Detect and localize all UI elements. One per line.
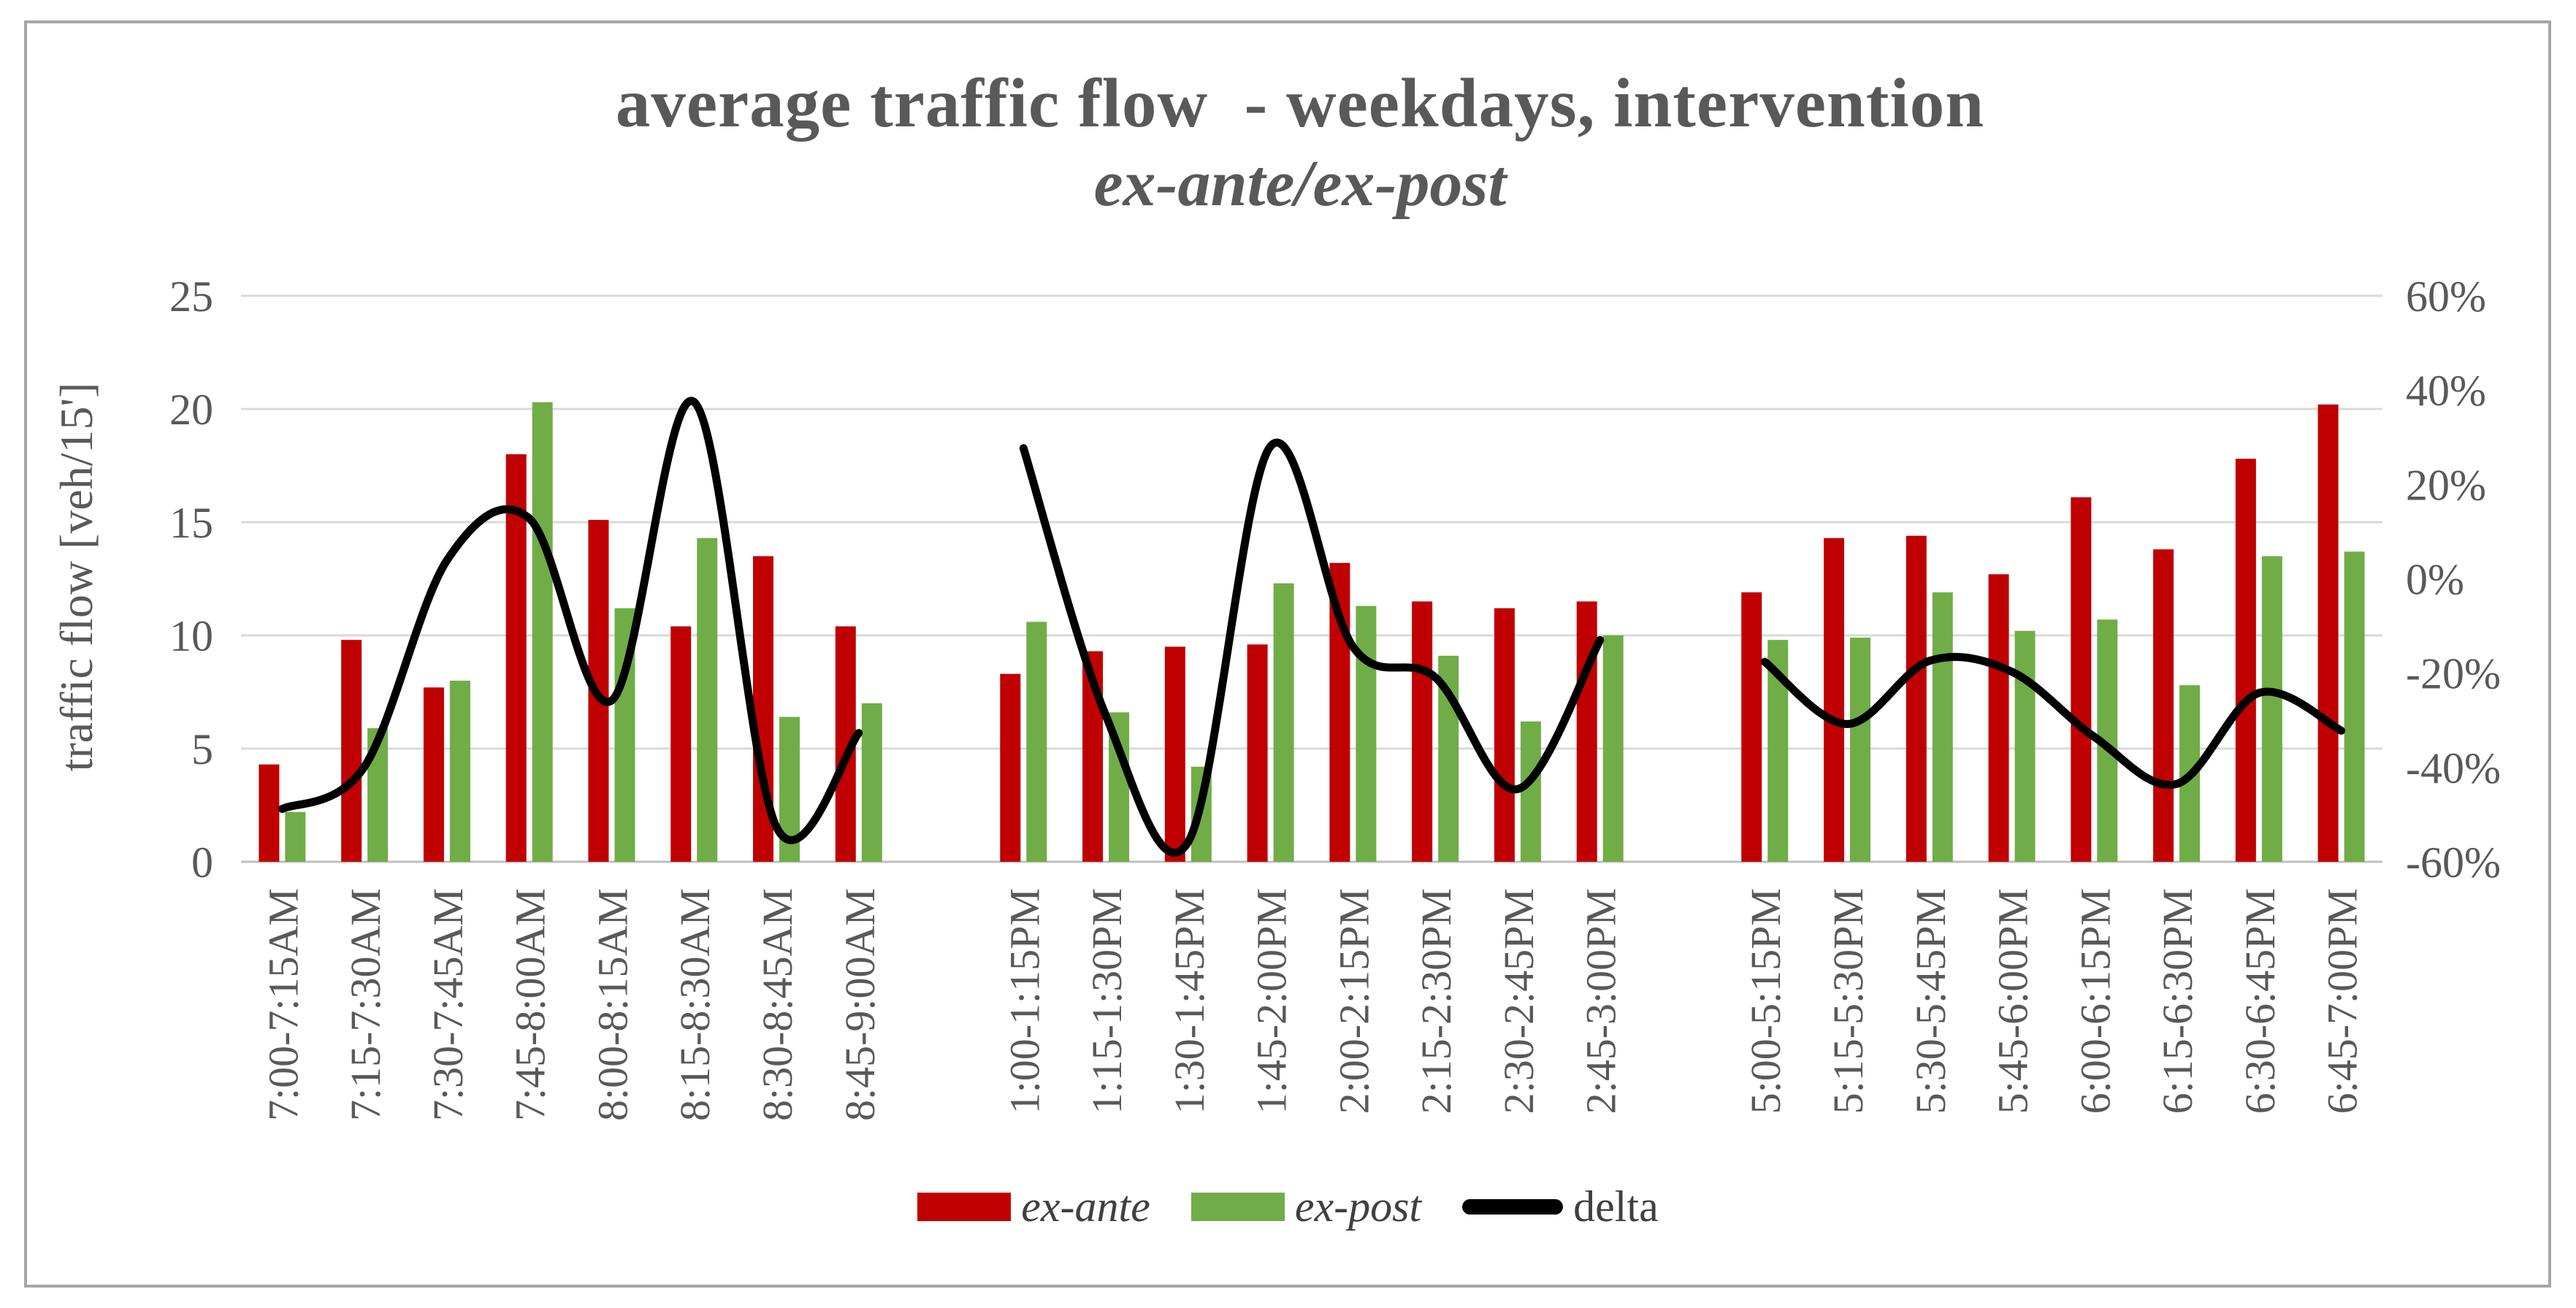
bar-ex-ante [1494,608,1515,862]
bar-ex-post [1520,721,1541,862]
bar-ex-ante [1164,646,1185,862]
bar-ex-post [697,538,718,862]
bar-ex-ante [2071,497,2092,862]
right-tick-label: 40% [2406,367,2486,415]
right-tick-label: -20% [2406,650,2501,698]
bar-ex-ante [1741,592,1762,862]
legend-label-ex-post: ex-post [1294,1182,1422,1231]
bar-ex-ante [1988,574,2009,862]
left-tick-label: 0 [191,838,213,887]
x-category-label: 1:30-1:45PM [1166,888,1213,1114]
bar-ex-ante [259,764,280,862]
chart-subtitle: ex-ante/ex-post [1093,148,1507,220]
bar-ex-ante [1906,535,1927,862]
bar-ex-post [1026,622,1047,862]
x-category-label: 5:45-6:00PM [1990,888,2037,1114]
right-tick-label: -60% [2406,838,2501,887]
bar-ex-post [1602,635,1624,862]
bar-ex-ante [2153,549,2174,862]
bar-ex-post [449,681,470,862]
bar-ex-post [2344,551,2365,862]
right-tick-label: 0% [2406,556,2464,604]
legend: ex-ante ex-post delta [0,1185,2576,1228]
x-category-label: 5:15-5:30PM [1824,888,1872,1114]
x-category-label: 2:15-2:30PM [1413,888,1460,1114]
bar-ex-ante [1247,644,1268,862]
x-category-label: 6:30-6:45PM [2236,888,2284,1114]
x-category-label: 8:45-9:00AM [836,888,884,1121]
bar-ex-ante [505,454,527,862]
bar-ex-ante [1824,538,1844,862]
left-tick-label: 25 [169,272,213,321]
x-category-label: 7:30-7:45AM [424,888,472,1121]
right-tick-label: 60% [2406,272,2486,321]
x-category-label: 5:30-5:45PM [1907,888,1954,1114]
delta-line [1019,438,1605,857]
x-category-label: 6:15-6:30PM [2154,888,2201,1114]
bar-ex-post [285,811,306,862]
bar-ex-post [1850,638,1870,862]
legend-item-ex-ante: ex-ante [917,1185,1150,1228]
x-category-label: 6:45-7:00PM [2319,888,2366,1114]
x-category-label: 7:00-7:15AM [259,888,307,1121]
delta-line [1760,653,2346,789]
x-category-label: 8:30-8:45AM [754,888,801,1121]
bar-ex-post [2261,556,2282,862]
ex-ante-swatch-icon [917,1192,1012,1221]
left-tick-label: 5 [191,725,213,773]
x-category-label: 2:30-2:45PM [1495,888,1543,1114]
right-tick-label: -40% [2406,744,2501,792]
x-category-label: 7:45-8:00AM [507,888,554,1121]
x-category-label: 1:15-1:30PM [1083,888,1131,1114]
bar-ex-post [861,703,882,862]
x-category-label: 5:00-5:15PM [1742,888,1789,1114]
x-category-label: 6:00-6:15PM [2071,888,2119,1114]
bar-ex-post [532,402,553,862]
x-category-label: 8:00-8:15AM [589,888,636,1121]
left-tick-label: 15 [169,499,213,547]
bar-ex-ante [423,687,444,862]
bar-ex-post [1356,605,1377,862]
x-category-label: 1:45-2:00PM [1248,888,1296,1114]
bar-ex-ante [341,640,362,862]
legend-item-ex-post: ex-post [1190,1182,1422,1231]
x-category-label: 1:00-1:15PM [1001,888,1048,1114]
legend-item-delta: delta [1462,1185,1659,1228]
delta-line [278,397,863,844]
left-tick-label: 10 [169,612,213,660]
legend-label-delta: delta [1573,1182,1659,1231]
bar-ex-ante [670,626,692,862]
left-tick-label: 20 [169,386,213,434]
bar-ex-ante [2235,459,2256,862]
x-category-label: 2:45-3:00PM [1578,888,1625,1114]
legend-label-ex-ante: ex-ante [1021,1182,1150,1231]
bar-ex-ante [1576,601,1597,862]
x-category-label: 8:15-8:30AM [671,888,719,1121]
chart-title: average traffic flow - weekdays, interve… [615,64,1985,142]
bar-ex-ante [1412,601,1433,862]
bar-ex-post [2014,630,2036,862]
bar-ex-ante [2317,404,2339,862]
ex-post-swatch-icon [1190,1192,1285,1221]
bar-ex-ante [1000,673,1021,862]
bar-ex-post [1932,592,1953,862]
x-category-label: 2:00-2:15PM [1330,888,1377,1114]
delta-line-swatch-icon [1462,1198,1564,1215]
x-category-label: 7:15-7:30AM [342,888,389,1121]
right-tick-label: 20% [2406,461,2486,509]
bar-ex-post [1273,583,1294,862]
